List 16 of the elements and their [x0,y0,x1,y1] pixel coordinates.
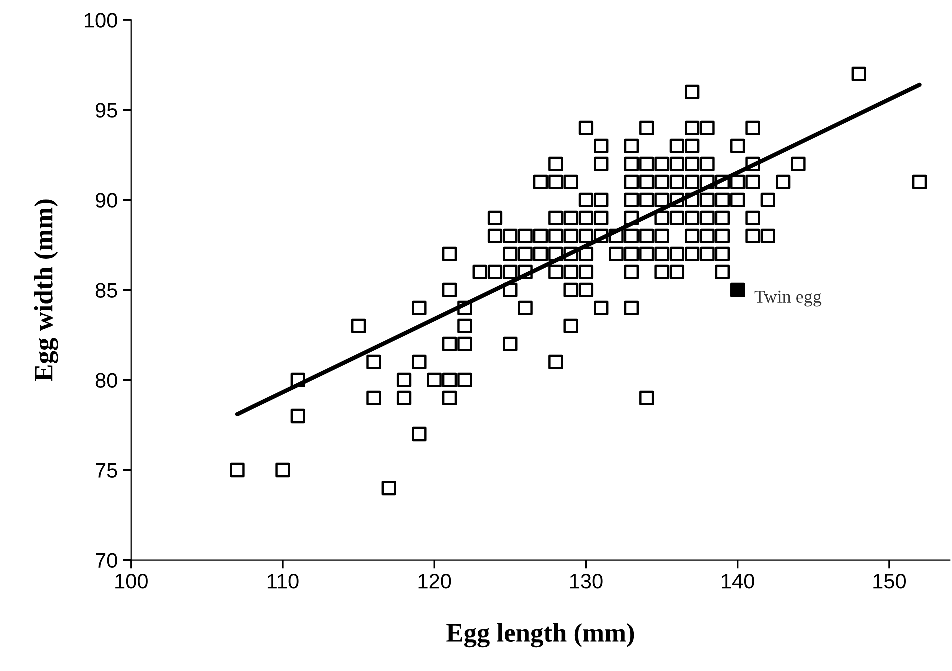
x-tick-label: 100 [116,574,148,589]
x-tick-label: 150 [874,574,906,589]
y-axis-title: Egg width (mm) [34,200,58,382]
x-axis-title: Egg length (mm) [446,623,634,648]
x-tick-label: 130 [570,574,603,589]
y-tick-label: 75 [96,463,118,478]
y-tick-label: 90 [96,193,118,208]
x-tick-label: 140 [722,574,754,589]
y-tick-label: 95 [96,103,118,118]
x-tick-label: 120 [418,574,452,589]
y-tick-label: 100 [85,13,118,28]
annotation: Twin egg [754,290,822,307]
y-tick-label: 70 [96,553,118,568]
y-tick-label: 85 [96,283,118,298]
y-tick-label: 80 [96,373,118,388]
x-tick-label: 110 [268,574,299,589]
